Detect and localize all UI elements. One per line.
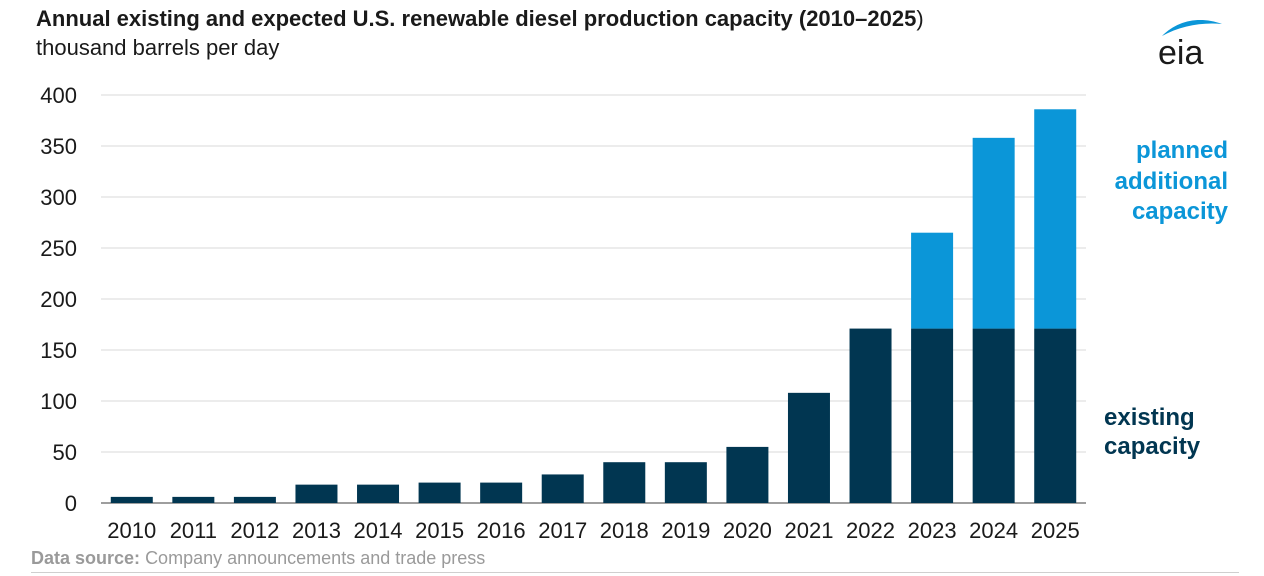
bar-existing-2011 — [172, 496, 215, 503]
x-tick-label: 2015 — [415, 518, 464, 543]
x-tick-label: 2010 — [107, 518, 156, 543]
eia-logo-text: eia — [1158, 34, 1203, 70]
footer-divider — [31, 572, 1239, 573]
data-source-note: Data source: Company announcements and t… — [31, 548, 486, 568]
x-tick-label: 2022 — [846, 518, 895, 543]
bar-existing-2015 — [418, 482, 461, 503]
x-tick-label: 2023 — [908, 518, 957, 543]
y-tick-label: 0 — [65, 491, 77, 516]
legend-existing-line-2: capacity — [1104, 433, 1201, 460]
eia-logo-icon: eia — [1158, 20, 1222, 72]
eia-logo-swoosh — [1162, 20, 1222, 36]
bar-existing-2018 — [603, 462, 646, 503]
chart-title: Annual existing and expected U.S. renewa… — [36, 6, 924, 31]
y-tick-label: 350 — [40, 134, 77, 159]
y-tick-label: 150 — [40, 338, 77, 363]
bar-planned-2024 — [972, 137, 1015, 329]
x-tick-label: 2018 — [600, 518, 649, 543]
x-tick-label: 2012 — [230, 518, 279, 543]
y-axis-ticks: 0 50 100 150 200 250 300 350 400 — [40, 83, 77, 516]
x-tick-label: 2021 — [784, 518, 833, 543]
bar-existing-2014 — [357, 484, 400, 503]
bar-existing-2016 — [480, 482, 523, 503]
chart-subtitle: thousand barrels per day — [36, 35, 280, 60]
bar-existing-2019 — [664, 462, 707, 503]
x-tick-label: 2019 — [661, 518, 710, 543]
legend-planned-line-1: planned — [1136, 137, 1228, 164]
bar-existing-2021 — [787, 392, 830, 503]
x-axis-ticks: 2010 2011 2012 2013 2014 2015 2016 2017 2018 2019… — [107, 518, 1079, 543]
y-tick-label: 300 — [40, 185, 77, 210]
bar-existing-2023 — [911, 328, 954, 503]
x-tick-label: 2017 — [538, 518, 587, 543]
legend-existing-line-1: existing — [1104, 404, 1195, 431]
bar-planned-2025 — [1034, 109, 1077, 329]
legend-existing: existing capacity — [1104, 404, 1201, 460]
bar-existing-2025 — [1034, 328, 1077, 503]
x-tick-label: 2020 — [723, 518, 772, 543]
eia-logo: eia — [1156, 14, 1228, 72]
bar-existing-2024 — [972, 328, 1015, 503]
bar-existing-2017 — [541, 474, 584, 503]
y-tick-label: 100 — [40, 389, 77, 414]
bar-existing-2012 — [233, 496, 276, 503]
x-tick-label: 2024 — [969, 518, 1018, 543]
legend-planned-line-2: additional — [1115, 168, 1228, 195]
bar-existing-2022 — [849, 328, 892, 503]
x-tick-label: 2025 — [1031, 518, 1080, 543]
legend-planned: planned additional capacity — [1115, 137, 1229, 225]
x-tick-label: 2013 — [292, 518, 341, 543]
bar-planned-2023 — [911, 232, 954, 329]
bar-existing-2013 — [295, 484, 338, 503]
legend-planned-line-3: capacity — [1132, 198, 1229, 225]
x-tick-label: 2014 — [354, 518, 403, 543]
y-tick-label: 250 — [40, 236, 77, 261]
x-tick-label: 2016 — [477, 518, 526, 543]
bar-existing-2020 — [726, 446, 769, 503]
bar-existing-2010 — [110, 496, 153, 503]
y-tick-label: 200 — [40, 287, 77, 312]
y-tick-label: 50 — [53, 440, 77, 465]
x-tick-label: 2011 — [170, 518, 217, 543]
bars — [110, 109, 1077, 503]
y-tick-label: 400 — [40, 83, 77, 108]
